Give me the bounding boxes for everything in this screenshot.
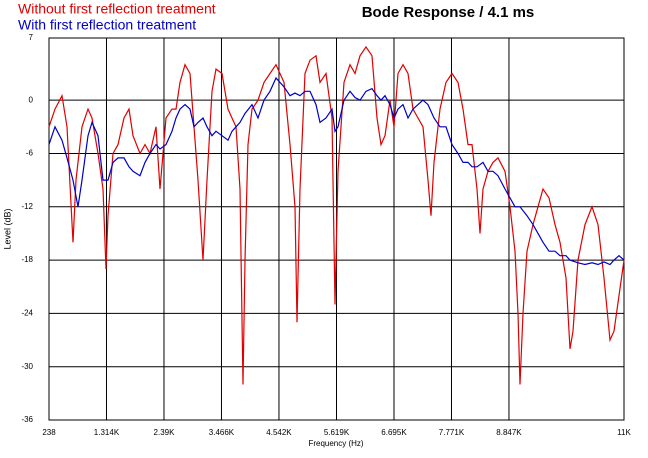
series-line [48,45,625,385]
y-tick-label: -24 [21,309,33,318]
plot-frame [48,37,625,421]
x-tick-label: 1.314K [94,428,120,437]
x-axis-label: Frequency (Hz) [308,439,363,448]
x-tick-label: 238 [42,428,56,437]
y-tick-label: -12 [21,202,33,211]
y-tick-label: -36 [21,415,33,424]
x-tick-label: 6.695K [381,428,407,437]
x-tick-label: 8.847K [496,428,522,437]
y-tick-label: 0 [29,95,34,104]
y-tick-label: -18 [21,255,33,264]
y-axis-label: Level (dB) [2,208,12,249]
x-tick-label: 7.771K [439,428,465,437]
x-tick-label: 3.466K [209,428,235,437]
x-tick-label: 11K [617,428,631,437]
x-tick-label: 2.39K [154,428,176,437]
legend-entry: Without first reflection treatment [18,1,216,17]
y-tick-label: 7 [29,33,34,42]
chart-title: Bode Response / 4.1 ms [362,4,535,21]
x-tick-label: 4.542K [266,428,292,437]
series-line [48,76,625,266]
y-tick-label: -6 [26,149,34,158]
legend-entry: With first reflection treatment [18,17,196,33]
x-tick-label: 5.619K [324,428,350,437]
y-tick-label: -30 [21,362,33,371]
